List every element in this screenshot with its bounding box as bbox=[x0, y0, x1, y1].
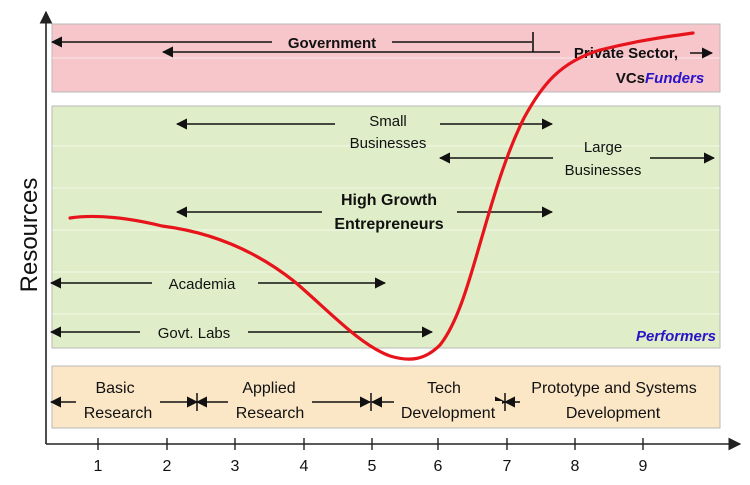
x-tick-label: 5 bbox=[368, 458, 377, 475]
x-tick-label: 2 bbox=[163, 458, 172, 475]
small-business-label-line2: Businesses bbox=[350, 135, 427, 152]
stage-label-applied-line1: Applied bbox=[242, 380, 295, 397]
stage-label-basic-line2: Research bbox=[84, 405, 152, 422]
x-tick-label: 3 bbox=[231, 458, 240, 475]
large-business-label-line1: Large bbox=[584, 139, 622, 156]
high-growth-label-line1: High Growth bbox=[341, 192, 437, 209]
resource-curve bbox=[68, 31, 695, 361]
academia-label: Academia bbox=[169, 276, 236, 293]
x-tick-marks bbox=[97, 438, 644, 450]
high-growth-label-line2: Entrepreneurs bbox=[334, 216, 443, 233]
private-sector-label-line2: VCs bbox=[616, 70, 645, 87]
funders-label: Funders bbox=[645, 70, 704, 87]
large-business-label-line2: Businesses bbox=[565, 162, 642, 179]
small-business-label-line1: Small bbox=[369, 113, 407, 130]
stage-label-tech-line1: Tech bbox=[427, 380, 461, 397]
x-tick-label: 1 bbox=[94, 458, 103, 475]
stage-label-prototype-line2: Development bbox=[566, 405, 661, 422]
x-tick-label: 8 bbox=[571, 458, 580, 475]
gridlines bbox=[52, 57, 720, 315]
x-tick-label: 9 bbox=[639, 458, 648, 475]
x-tick-label: 7 bbox=[503, 458, 512, 475]
stage-dividers bbox=[196, 393, 506, 411]
stage-label-applied-line2: Research bbox=[236, 405, 304, 422]
y-axis-label: Resources bbox=[16, 178, 43, 293]
x-tick-label: 4 bbox=[300, 458, 309, 475]
stage-label-basic-line1: Basic bbox=[95, 380, 134, 397]
performers-label: Performers bbox=[636, 328, 716, 345]
stage-label-tech-line2: Development bbox=[401, 405, 496, 422]
x-tick-label: 6 bbox=[434, 458, 443, 475]
stage-label-prototype-line1: Prototype and Systems bbox=[531, 380, 696, 397]
government-label: Government bbox=[288, 35, 376, 52]
govt-labs-label: Govt. Labs bbox=[158, 325, 231, 342]
